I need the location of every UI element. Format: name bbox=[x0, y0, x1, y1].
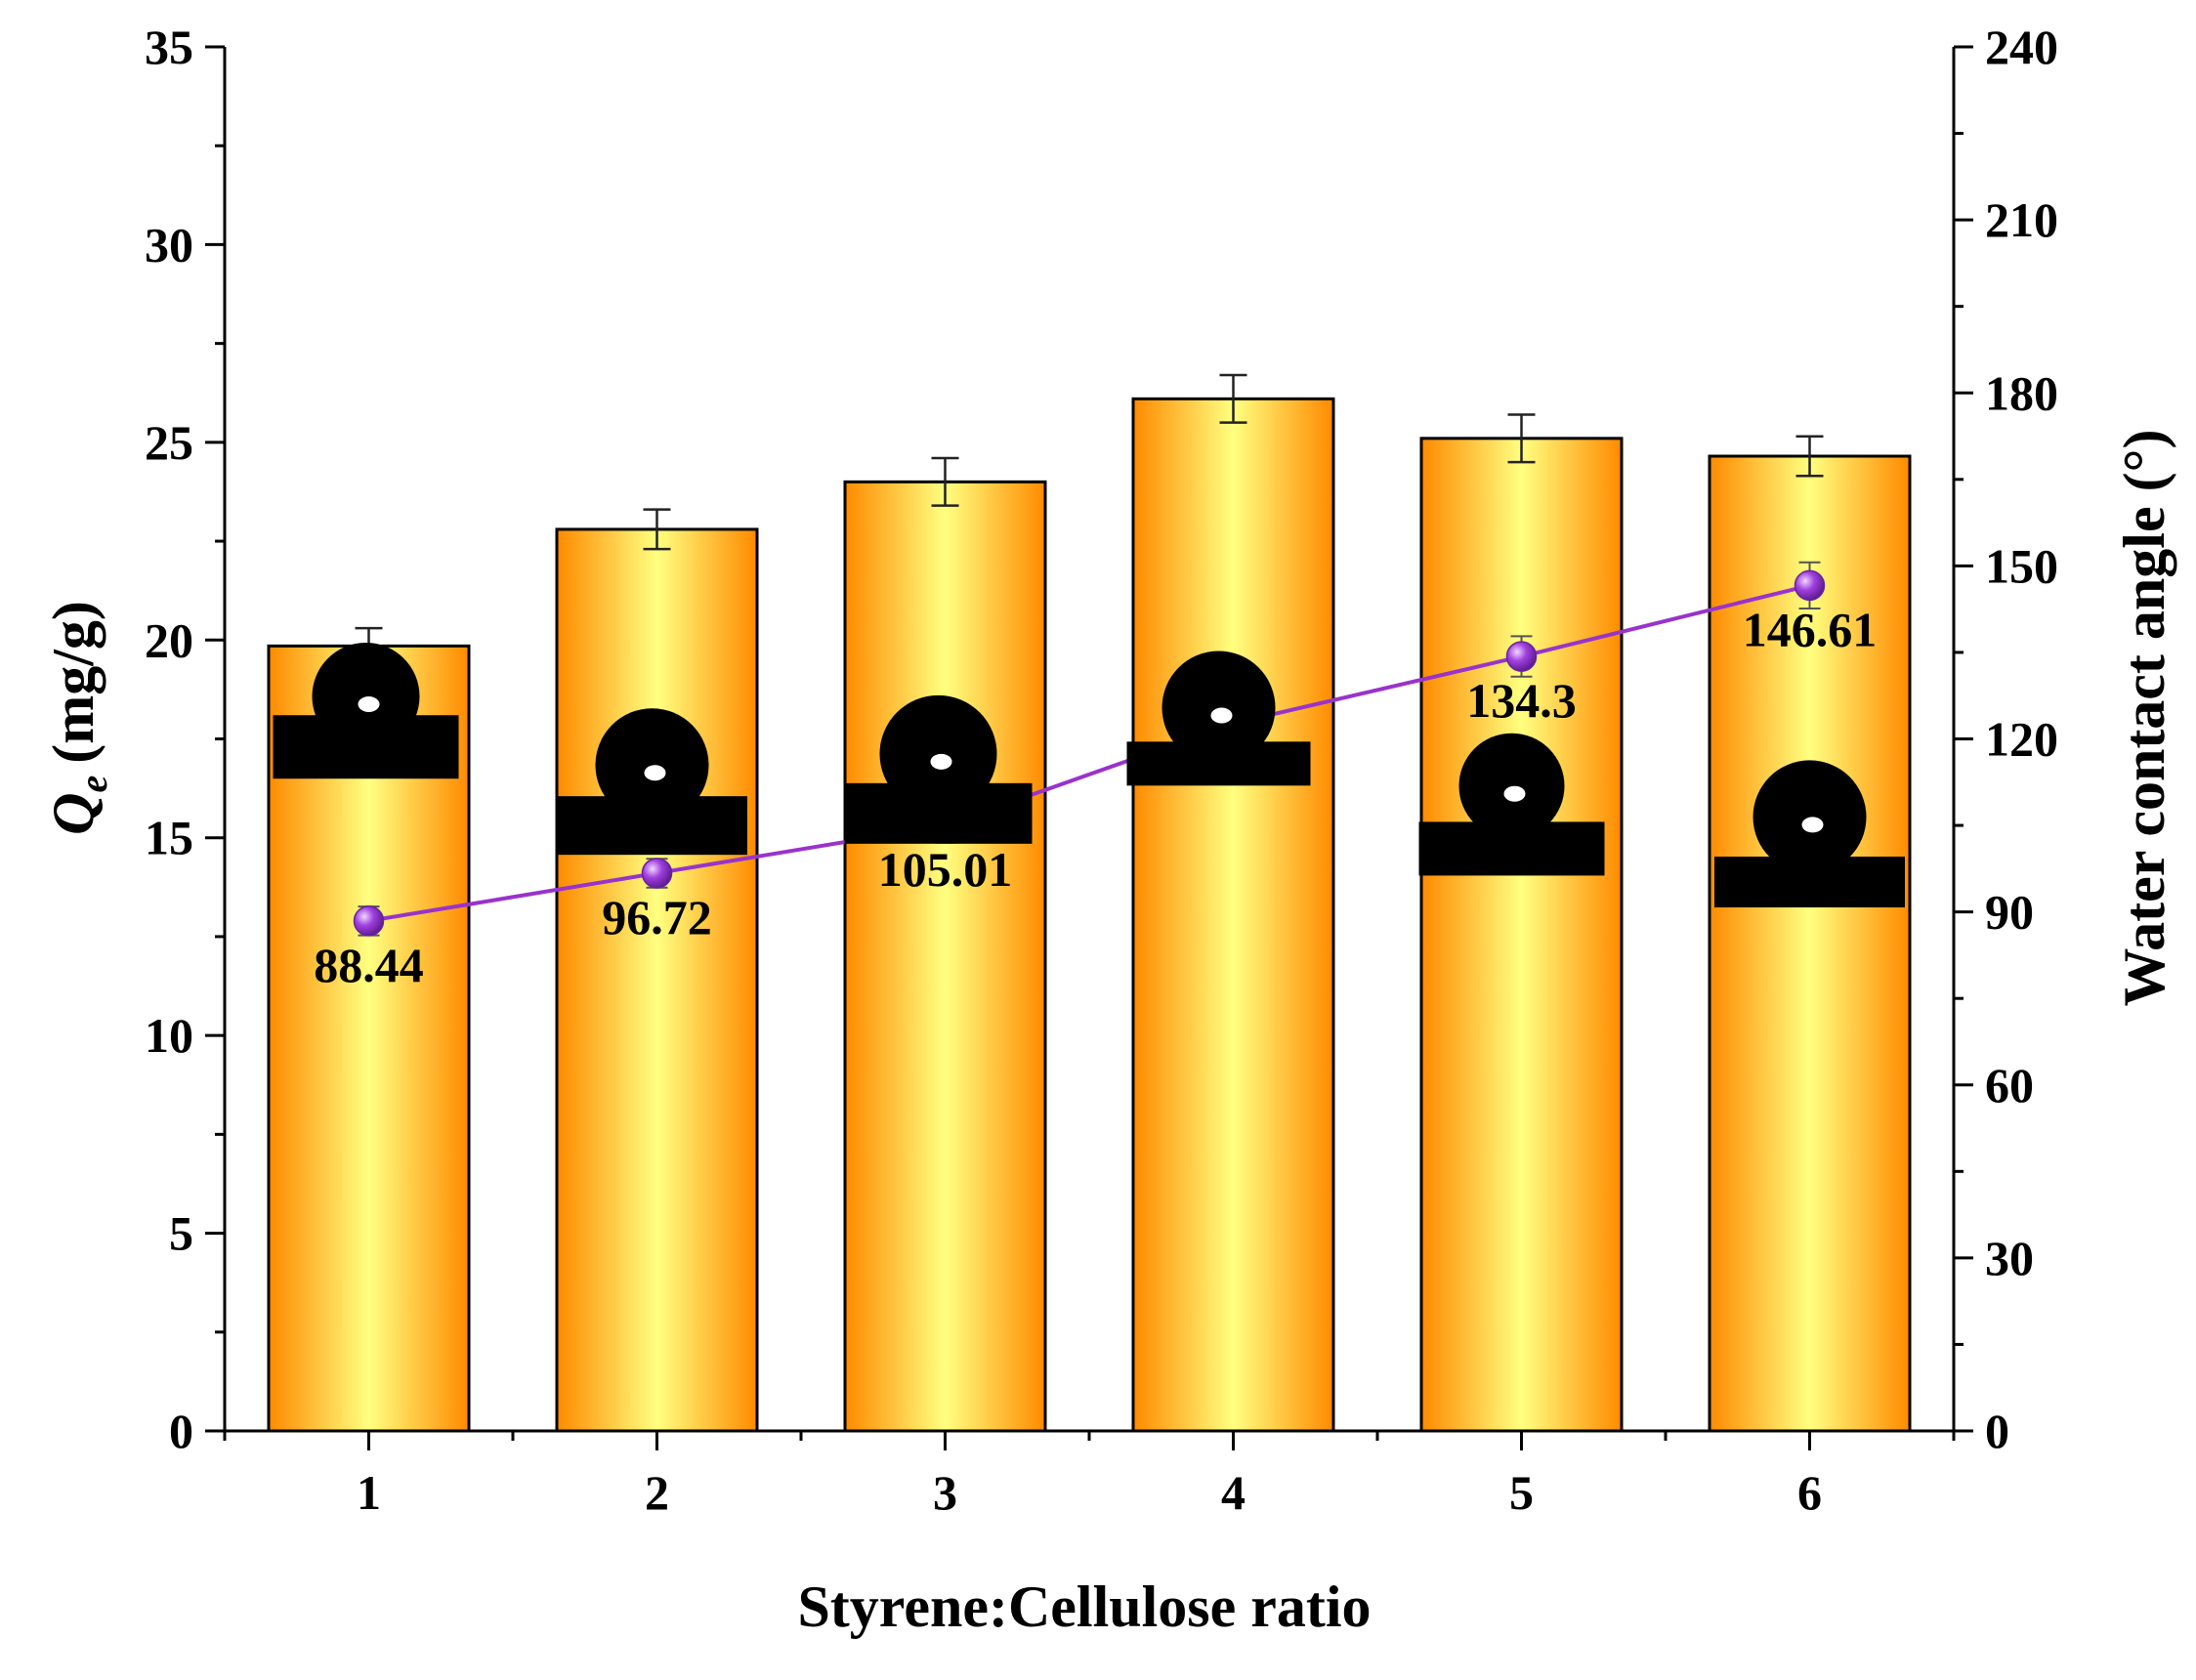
left-tick-label-5: 25 bbox=[145, 415, 193, 470]
right-tick-label-5: 150 bbox=[1985, 538, 2058, 593]
right-tick-label-1: 30 bbox=[1985, 1231, 2034, 1285]
x-tick-label-3: 3 bbox=[933, 1465, 957, 1520]
droplet-6 bbox=[1753, 760, 1867, 874]
left-tick-label-0: 0 bbox=[169, 1404, 193, 1458]
data-label-1: 88.44 bbox=[314, 938, 424, 992]
x-tick-label-2: 2 bbox=[645, 1465, 669, 1520]
right-tick-label-3: 90 bbox=[1985, 885, 2034, 940]
droplet-highlight-3 bbox=[930, 753, 952, 770]
data-point-2 bbox=[641, 858, 673, 889]
left-tick-label-3: 15 bbox=[145, 811, 193, 865]
right-tick-label-6: 180 bbox=[1985, 365, 2058, 420]
left-axis-title-group: Qe (mg/g) bbox=[41, 601, 115, 835]
droplet-highlight-2 bbox=[644, 765, 666, 781]
droplet-highlight-6 bbox=[1801, 817, 1824, 833]
right-tick-label-2: 60 bbox=[1985, 1058, 2034, 1113]
droplet-2 bbox=[595, 708, 709, 822]
droplet-highlight-4 bbox=[1210, 707, 1233, 724]
x-tick-label-1: 1 bbox=[357, 1465, 381, 1520]
left-axis-title-unit: (mg/g) bbox=[41, 601, 106, 764]
right-tick-label-7: 210 bbox=[1985, 192, 2058, 247]
right-tick-label-0: 0 bbox=[1985, 1404, 2009, 1458]
left-tick-label-1: 5 bbox=[169, 1206, 193, 1261]
left-tick-label-7: 35 bbox=[145, 20, 193, 74]
data-point-1 bbox=[353, 905, 385, 937]
droplet-inset-4 bbox=[1126, 651, 1311, 786]
bar-4 bbox=[1131, 397, 1335, 1433]
bar-3 bbox=[843, 480, 1047, 1433]
left-tick-label-4: 20 bbox=[145, 612, 193, 667]
right-axis-title-group: Water contact angle (°) bbox=[2112, 429, 2176, 1006]
data-point-6 bbox=[1794, 569, 1826, 602]
droplet-1 bbox=[312, 642, 420, 750]
data-label-2: 96.72 bbox=[602, 890, 712, 945]
x-tick-label-4: 4 bbox=[1221, 1465, 1246, 1520]
right-axis-title: Water contact angle (°) bbox=[2112, 429, 2176, 1006]
left-tick-label-2: 10 bbox=[145, 1008, 193, 1063]
bar-2 bbox=[555, 527, 759, 1433]
left-axis-title-main: Q bbox=[41, 793, 106, 835]
data-label-6: 146.61 bbox=[1743, 602, 1878, 656]
droplet-inset-1 bbox=[273, 642, 459, 779]
left-axis-title: Qe (mg/g) bbox=[41, 601, 115, 835]
droplet-3 bbox=[879, 694, 997, 813]
bar-5 bbox=[1419, 437, 1624, 1433]
x-tick-label-5: 5 bbox=[1509, 1465, 1534, 1520]
droplet-highlight-1 bbox=[358, 695, 380, 712]
data-label-3: 105.01 bbox=[878, 842, 1013, 897]
left-axis-title-sub: e bbox=[71, 776, 115, 793]
droplet-5 bbox=[1458, 733, 1565, 839]
x-axis-title: Styrene:Cellulose ratio bbox=[797, 1575, 1371, 1639]
data-label-5: 134.3 bbox=[1466, 673, 1577, 728]
droplet-inset-2 bbox=[557, 708, 747, 856]
bar-6 bbox=[1708, 454, 1912, 1433]
left-tick-label-6: 30 bbox=[145, 217, 193, 272]
droplet-inset-6 bbox=[1714, 760, 1905, 908]
contact-angle-line bbox=[368, 583, 1810, 923]
droplet-highlight-5 bbox=[1503, 785, 1526, 802]
right-tick-label-4: 120 bbox=[1985, 712, 2058, 767]
right-tick-label-8: 240 bbox=[1985, 20, 2058, 74]
droplet-4 bbox=[1161, 651, 1276, 765]
data-point-5 bbox=[1505, 641, 1538, 672]
droplet-inset-3 bbox=[844, 694, 1033, 844]
x-tick-label-6: 6 bbox=[1797, 1465, 1822, 1520]
droplet-inset-5 bbox=[1418, 733, 1605, 876]
